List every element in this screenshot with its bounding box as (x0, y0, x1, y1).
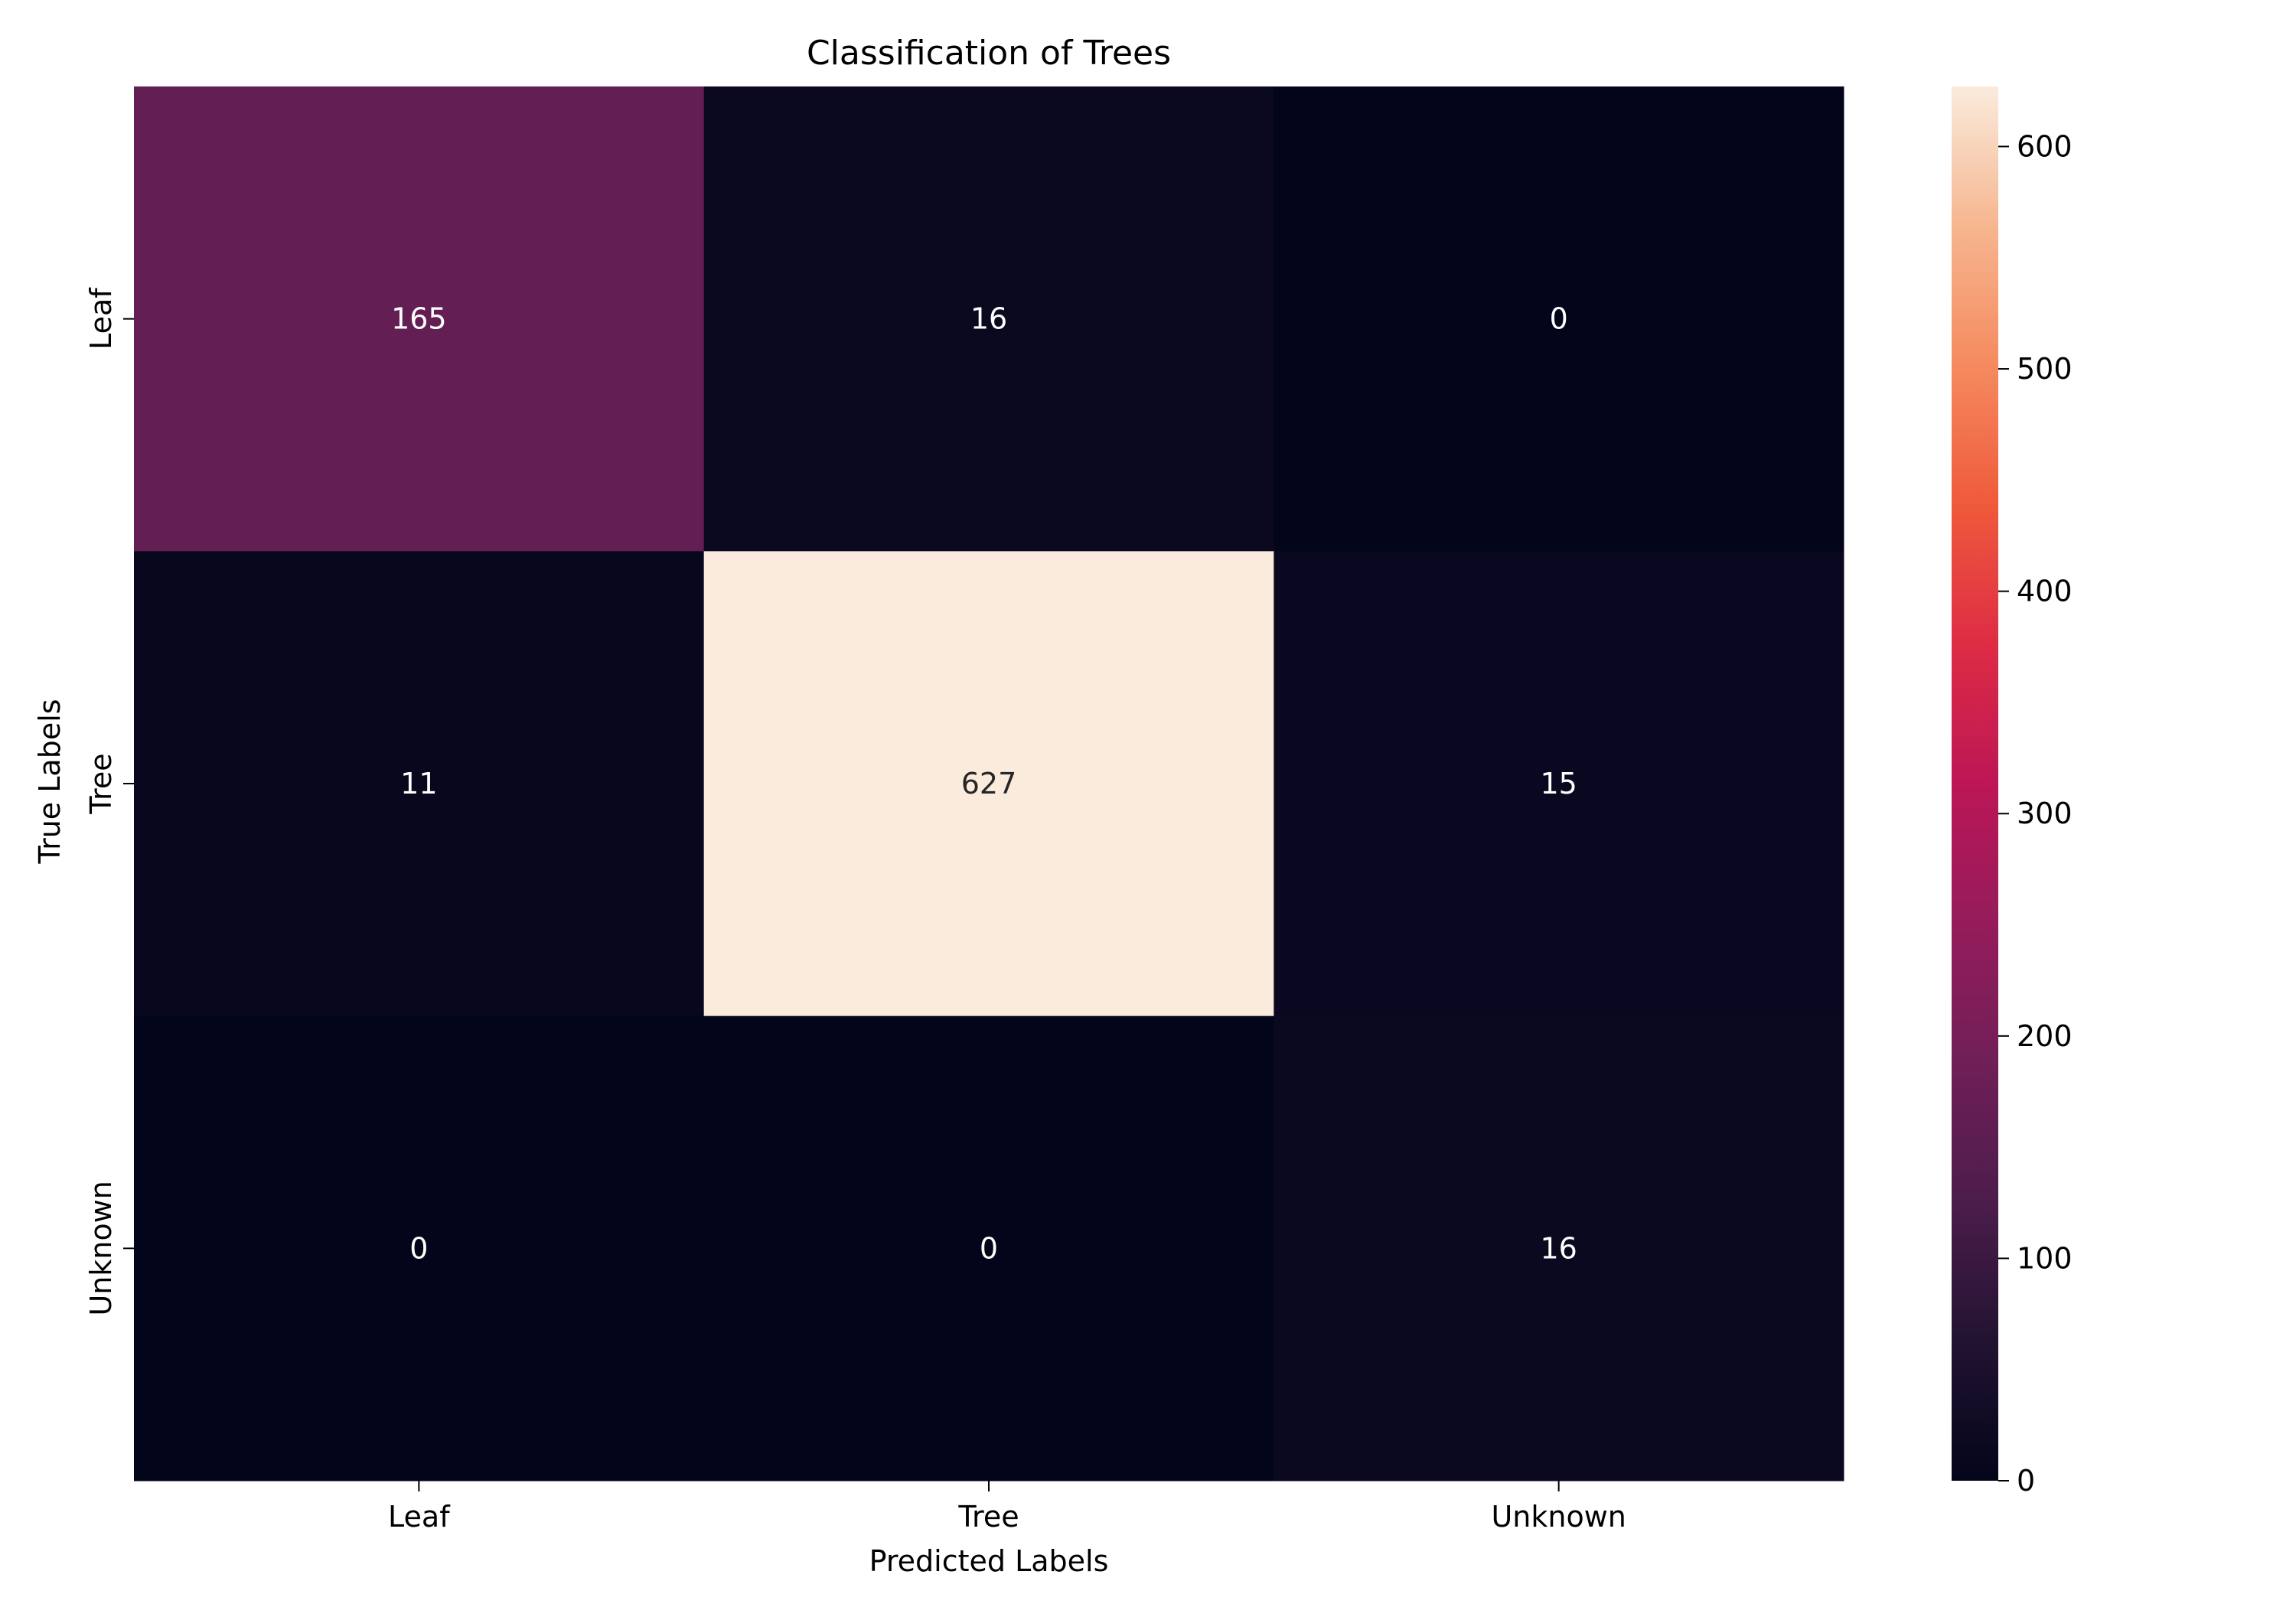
heatmap-cell (134, 86, 705, 552)
cell-value-label: 0 (409, 1231, 428, 1265)
y-tick-label: Leaf (84, 287, 118, 350)
colorbar-tick-label: 200 (2017, 1019, 2073, 1053)
heatmap-cell (1274, 551, 1844, 1017)
cell-value-label: 0 (1550, 302, 1568, 336)
colorbar-tick-label: 100 (2017, 1241, 2073, 1275)
heatmap-cell (703, 1015, 1274, 1482)
heatmap-cell (134, 551, 705, 1017)
cell-value-label: 165 (391, 302, 447, 336)
cell-value-label: 15 (1540, 767, 1577, 800)
colorbar (1952, 86, 1998, 1481)
heatmap-cell-labels: 165 16 0 11 627 15 0 0 16 (391, 302, 1577, 1266)
y-tick-label: Unknown (84, 1181, 118, 1315)
cell-value-label: 16 (970, 302, 1007, 336)
y-axis-label: True Labels (33, 699, 67, 864)
colorbar-tick-label: 600 (2017, 129, 2073, 163)
colorbar-ticks: 0 100 200 300 400 500 600 (1998, 129, 2073, 1498)
chart-title: Classification of Trees (807, 34, 1171, 73)
cell-value-label: 0 (980, 1231, 998, 1265)
cell-value-label: 16 (1540, 1231, 1577, 1265)
heatmap-cell (703, 551, 1274, 1017)
colorbar-tick-label: 500 (2017, 352, 2073, 386)
y-tick-label: Tree (84, 753, 118, 814)
cell-value-label: 627 (961, 767, 1017, 800)
heatmap-cells (134, 86, 1844, 1482)
heatmap-cell (134, 1015, 705, 1482)
x-axis-label: Predicted Labels (869, 1544, 1109, 1578)
y-axis: Leaf Tree Unknown (84, 287, 134, 1316)
cell-value-label: 11 (400, 767, 437, 800)
colorbar-tick-label: 0 (2017, 1464, 2035, 1498)
heatmap-cell (703, 86, 1274, 552)
colorbar-tick-label: 400 (2017, 575, 2073, 608)
x-tick-label: Leaf (388, 1500, 451, 1534)
x-tick-label: Tree (957, 1500, 1019, 1534)
heatmap-cell (1274, 1015, 1844, 1482)
heatmap-cell (1274, 86, 1844, 552)
x-tick-label: Unknown (1491, 1500, 1626, 1534)
x-axis: Leaf Tree Unknown (388, 1481, 1626, 1534)
colorbar-tick-label: 300 (2017, 797, 2073, 830)
